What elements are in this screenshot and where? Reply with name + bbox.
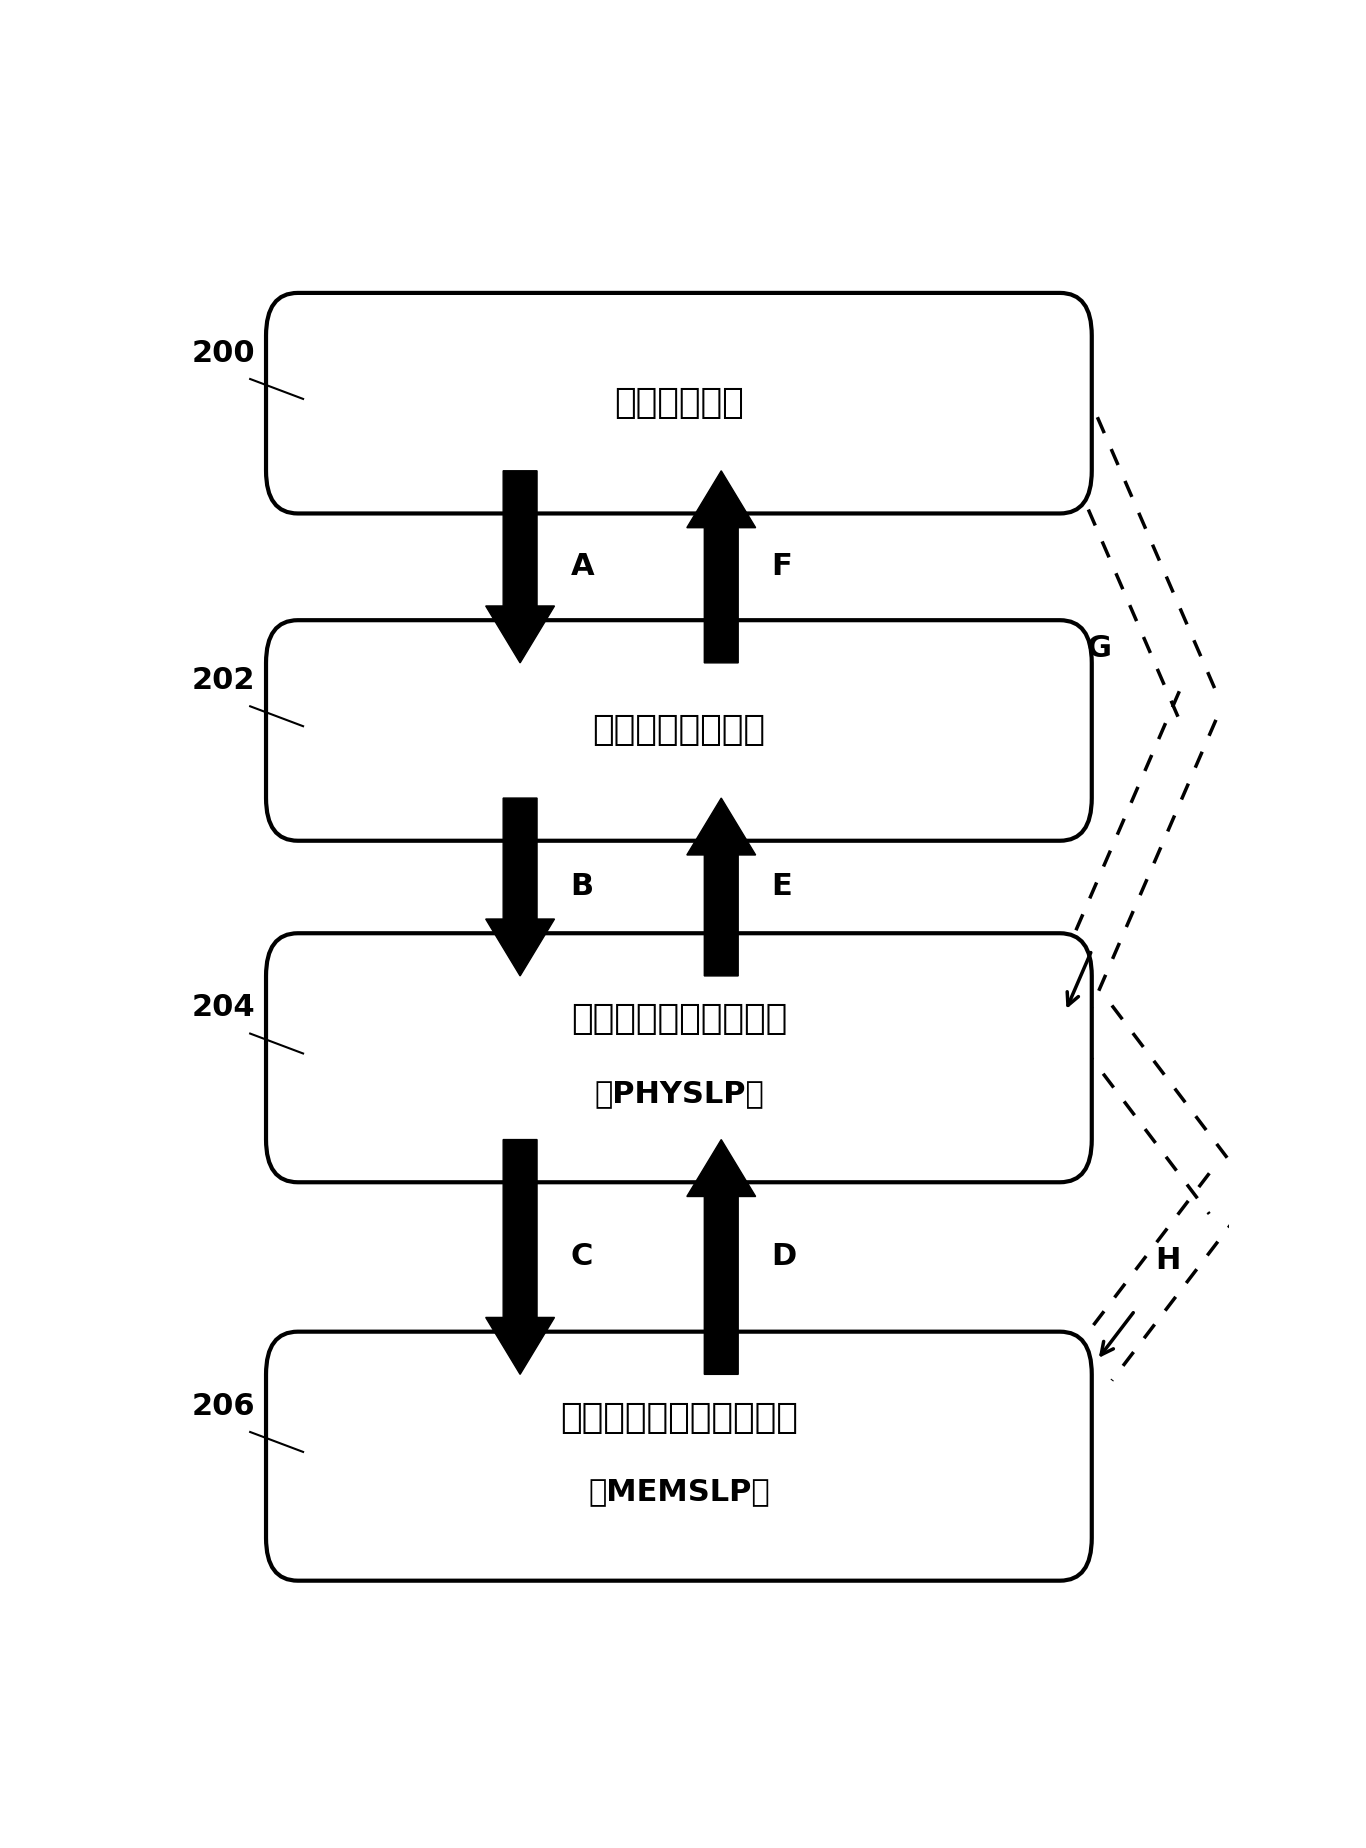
Polygon shape (687, 1140, 755, 1375)
Text: G: G (1086, 634, 1112, 663)
Text: 正常电力模式: 正常电力模式 (615, 386, 743, 419)
Polygon shape (687, 798, 755, 976)
Text: A: A (571, 553, 594, 582)
Text: （MEMSLP）: （MEMSLP） (589, 1477, 769, 1506)
Text: 204: 204 (191, 994, 255, 1022)
Polygon shape (687, 471, 755, 663)
Text: E: E (772, 872, 792, 902)
FancyBboxPatch shape (266, 1332, 1091, 1580)
Polygon shape (486, 1140, 555, 1375)
Text: B: B (571, 872, 593, 902)
Text: 206: 206 (191, 1392, 255, 1421)
Text: 静态模式（休眠）: 静态模式（休眠） (593, 713, 765, 747)
Polygon shape (486, 798, 555, 976)
Text: F: F (772, 553, 792, 582)
Text: D: D (772, 1242, 796, 1271)
FancyBboxPatch shape (266, 621, 1091, 841)
Text: 降低到物理接口的电力: 降低到物理接口的电力 (571, 1002, 787, 1037)
FancyBboxPatch shape (266, 294, 1091, 514)
Polygon shape (486, 471, 555, 663)
FancyBboxPatch shape (266, 933, 1091, 1183)
Text: （PHYSLP）: （PHYSLP） (594, 1079, 764, 1107)
Text: C: C (571, 1242, 593, 1271)
Text: H: H (1156, 1246, 1180, 1275)
Text: 202: 202 (193, 665, 255, 695)
Text: 降低到存储器阵列的电力: 降低到存储器阵列的电力 (560, 1401, 798, 1434)
Text: 200: 200 (191, 338, 255, 368)
